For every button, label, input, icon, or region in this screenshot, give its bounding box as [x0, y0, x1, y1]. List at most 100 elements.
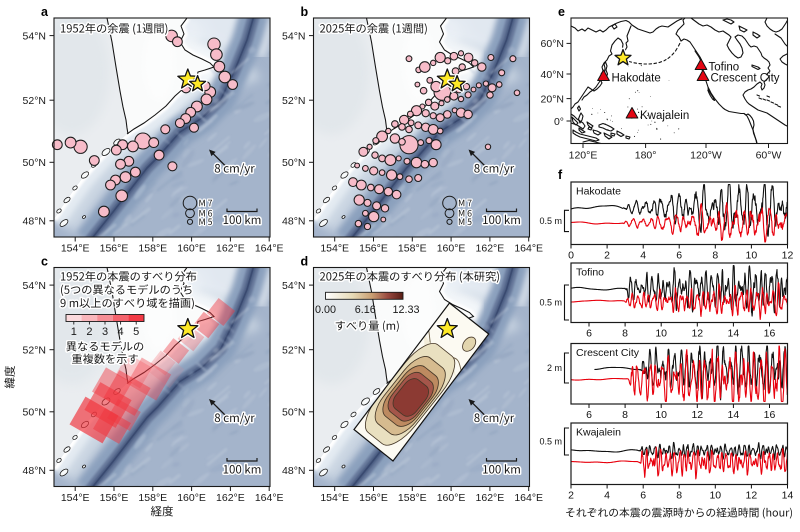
svg-text:60°W: 60°W	[756, 150, 782, 162]
svg-text:50°N: 50°N	[23, 407, 46, 419]
svg-text:2: 2	[86, 326, 92, 338]
svg-text:0: 0	[568, 250, 574, 262]
svg-text:158°E: 158°E	[398, 492, 427, 504]
svg-text:12.33: 12.33	[392, 304, 419, 316]
svg-text:162°E: 162°E	[476, 243, 505, 255]
svg-text:b: b	[301, 5, 309, 19]
svg-text:40°N: 40°N	[541, 69, 564, 81]
svg-text:6: 6	[586, 409, 592, 421]
svg-text:158°E: 158°E	[398, 243, 427, 255]
svg-text:48°N: 48°N	[282, 465, 305, 477]
svg-text:158°E: 158°E	[138, 243, 167, 255]
svg-text:52°N: 52°N	[282, 95, 305, 107]
svg-text:8: 8	[622, 328, 628, 340]
svg-text:10: 10	[746, 250, 758, 262]
svg-text:48°N: 48°N	[282, 216, 305, 228]
svg-text:16: 16	[764, 409, 776, 421]
svg-text:c: c	[41, 255, 48, 269]
svg-text:54°N: 54°N	[23, 30, 46, 42]
svg-text:8: 8	[676, 490, 682, 502]
svg-text:6: 6	[586, 328, 592, 340]
svg-text:16: 16	[764, 328, 776, 340]
svg-text:Kwajalein: Kwajalein	[576, 427, 621, 439]
svg-text:50°N: 50°N	[282, 157, 305, 169]
svg-text:48°N: 48°N	[23, 465, 46, 477]
svg-text:8: 8	[712, 250, 718, 262]
svg-text:14: 14	[728, 328, 740, 340]
svg-text:52°N: 52°N	[23, 95, 46, 107]
svg-text:160°E: 160°E	[437, 243, 466, 255]
svg-text:154°E: 154°E	[320, 243, 349, 255]
svg-text:14: 14	[728, 409, 740, 421]
svg-text:20°N: 20°N	[541, 93, 564, 105]
svg-text:1: 1	[71, 326, 77, 338]
svg-text:5: 5	[133, 326, 139, 338]
svg-text:Kwajalein: Kwajalein	[640, 110, 689, 122]
svg-text:12: 12	[691, 409, 703, 421]
svg-text:Tofino: Tofino	[709, 62, 740, 74]
svg-text:120°W: 120°W	[690, 150, 722, 162]
svg-text:180°: 180°	[635, 150, 657, 162]
svg-text:0.5 m: 0.5 m	[539, 216, 562, 226]
svg-text:50°N: 50°N	[282, 407, 305, 419]
svg-text:2 m: 2 m	[547, 363, 562, 373]
svg-text:154°E: 154°E	[61, 492, 90, 504]
svg-text:60°N: 60°N	[541, 38, 564, 50]
svg-text:164°E: 164°E	[255, 492, 284, 504]
svg-text:164°E: 164°E	[514, 492, 543, 504]
svg-text:156°E: 156°E	[100, 243, 129, 255]
svg-text:54°N: 54°N	[23, 280, 46, 292]
svg-text:2: 2	[604, 250, 610, 262]
svg-text:54°N: 54°N	[282, 280, 305, 292]
svg-text:48°N: 48°N	[23, 216, 46, 228]
svg-text:52°N: 52°N	[282, 345, 305, 357]
svg-text:154°E: 154°E	[320, 492, 349, 504]
svg-text:a: a	[41, 5, 49, 19]
svg-text:0.00: 0.00	[315, 304, 336, 316]
svg-text:162°E: 162°E	[216, 492, 245, 504]
svg-text:6: 6	[676, 250, 682, 262]
svg-text:Crescent City: Crescent City	[711, 73, 780, 85]
svg-text:10: 10	[655, 409, 667, 421]
svg-text:f: f	[558, 168, 563, 182]
svg-text:120°E: 120°E	[569, 150, 598, 162]
svg-text:0°: 0°	[554, 116, 564, 128]
svg-text:2: 2	[568, 490, 574, 502]
svg-text:162°E: 162°E	[216, 243, 245, 255]
svg-text:154°E: 154°E	[61, 243, 90, 255]
svg-text:Hakodate: Hakodate	[576, 186, 621, 198]
svg-text:6.16: 6.16	[355, 304, 376, 316]
svg-text:Crescent City: Crescent City	[576, 347, 640, 359]
svg-text:156°E: 156°E	[100, 492, 129, 504]
svg-text:4: 4	[118, 326, 124, 338]
svg-text:50°N: 50°N	[23, 157, 46, 169]
svg-text:54°N: 54°N	[282, 30, 305, 42]
svg-text:e: e	[558, 5, 565, 19]
svg-text:8: 8	[622, 409, 628, 421]
svg-text:4: 4	[640, 250, 646, 262]
svg-text:0.5 m: 0.5 m	[539, 437, 562, 447]
svg-text:Tofino: Tofino	[576, 267, 604, 279]
svg-text:10: 10	[655, 328, 667, 340]
svg-text:6: 6	[640, 490, 646, 502]
svg-text:162°E: 162°E	[476, 492, 505, 504]
svg-text:4: 4	[604, 490, 610, 502]
svg-text:d: d	[301, 255, 309, 269]
svg-text:156°E: 156°E	[359, 492, 388, 504]
svg-text:Hakodate: Hakodate	[612, 73, 661, 85]
svg-text:3: 3	[102, 326, 108, 338]
svg-text:14: 14	[782, 490, 794, 502]
svg-text:158°E: 158°E	[138, 492, 167, 504]
svg-text:0.5 m: 0.5 m	[539, 298, 562, 308]
svg-text:160°E: 160°E	[437, 492, 466, 504]
svg-text:52°N: 52°N	[23, 345, 46, 357]
svg-text:164°E: 164°E	[255, 243, 284, 255]
svg-text:12: 12	[746, 490, 758, 502]
svg-text:164°E: 164°E	[514, 243, 543, 255]
svg-text:10: 10	[709, 490, 721, 502]
svg-text:12: 12	[691, 328, 703, 340]
svg-text:160°E: 160°E	[177, 492, 206, 504]
svg-text:160°E: 160°E	[177, 243, 206, 255]
svg-text:12: 12	[782, 250, 794, 262]
svg-text:156°E: 156°E	[359, 243, 388, 255]
